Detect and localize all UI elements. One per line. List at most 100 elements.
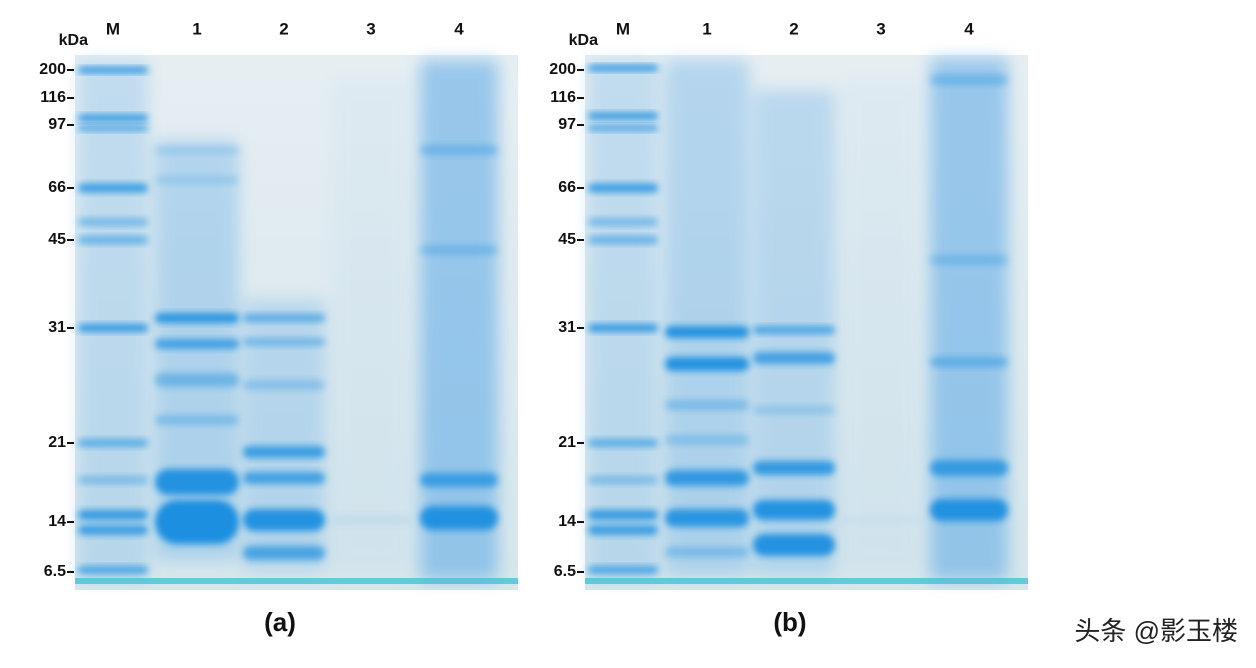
lane-smear — [665, 60, 749, 575]
band — [78, 439, 148, 447]
marker-label: 116 — [40, 89, 66, 106]
lane-label: 1 — [192, 19, 201, 38]
marker-label: 14 — [48, 513, 66, 530]
marker-label: 6.5 — [554, 563, 576, 580]
band — [930, 255, 1008, 265]
marker-label: 116 — [550, 89, 576, 106]
band — [243, 338, 325, 346]
band — [665, 326, 749, 338]
lane-smear — [243, 300, 325, 570]
band — [155, 415, 239, 425]
band — [243, 546, 325, 560]
band — [78, 476, 148, 484]
marker-label: 31 — [558, 319, 576, 336]
marker-label: 45 — [48, 231, 66, 248]
lane-smear — [155, 140, 239, 560]
band — [753, 352, 835, 364]
band — [588, 218, 658, 226]
band — [331, 515, 411, 525]
band — [155, 176, 239, 184]
panel-caption: (a) — [264, 607, 296, 637]
lane-label: 1 — [702, 19, 711, 38]
lane-smear — [930, 58, 1008, 580]
lane-label: M — [616, 19, 630, 38]
band — [78, 510, 148, 520]
band — [665, 435, 749, 445]
band — [243, 509, 325, 531]
band — [665, 509, 749, 527]
band — [420, 473, 498, 487]
band — [155, 339, 239, 349]
band — [155, 146, 239, 154]
lane-label: 4 — [454, 19, 464, 38]
watermark: 头条 @影玉楼 — [1074, 616, 1238, 646]
band — [588, 566, 658, 574]
gel-front — [585, 578, 1028, 584]
band — [930, 75, 1008, 85]
band — [243, 380, 325, 390]
band — [753, 406, 835, 414]
band — [78, 67, 148, 73]
lane-label: 3 — [876, 19, 885, 38]
band — [930, 460, 1008, 476]
band — [155, 469, 239, 495]
band — [588, 65, 658, 71]
band — [155, 373, 239, 387]
band — [588, 439, 658, 447]
lane-label: 4 — [964, 19, 974, 38]
unit-label: kDa — [569, 32, 598, 49]
marker-label: 21 — [558, 434, 576, 451]
band — [78, 236, 148, 244]
marker-label: 31 — [48, 319, 66, 336]
band — [78, 218, 148, 226]
band — [588, 324, 658, 332]
band — [665, 470, 749, 486]
band — [78, 114, 148, 122]
band — [753, 461, 835, 475]
marker-label: 21 — [48, 434, 66, 451]
lane-label: 3 — [366, 19, 375, 38]
band — [78, 125, 148, 131]
marker-label: 200 — [549, 61, 576, 78]
band — [588, 112, 658, 120]
band — [155, 500, 239, 544]
band — [588, 476, 658, 484]
band — [155, 313, 239, 323]
band — [243, 446, 325, 458]
gel-front — [75, 578, 518, 584]
band — [588, 525, 658, 535]
band — [420, 506, 498, 530]
band — [841, 516, 921, 524]
lane-smear — [420, 60, 498, 580]
unit-label: kDa — [59, 32, 88, 49]
gel-panel: kDa M 1 2 3 4 200 116 97 66 45 31 21 14 6.5 (b) — [549, 19, 1028, 637]
marker-label: 66 — [48, 179, 66, 196]
band — [753, 534, 835, 556]
marker-label: 6.5 — [44, 563, 66, 580]
lane-label: 2 — [789, 19, 798, 38]
band — [588, 183, 658, 193]
lane-smear — [78, 60, 148, 580]
band — [420, 145, 498, 155]
marker-label: 66 — [558, 179, 576, 196]
band — [753, 326, 835, 334]
marker-label: 200 — [39, 61, 66, 78]
band — [588, 510, 658, 520]
band — [930, 499, 1008, 521]
band — [78, 566, 148, 574]
marker-label: 97 — [48, 116, 66, 133]
band — [78, 324, 148, 332]
band — [753, 500, 835, 520]
band — [243, 472, 325, 484]
lane-smear — [841, 80, 921, 570]
band — [243, 314, 325, 322]
band — [930, 357, 1008, 367]
band — [665, 400, 749, 410]
band — [78, 525, 148, 535]
band — [78, 183, 148, 193]
band — [588, 236, 658, 244]
marker-label: 97 — [558, 116, 576, 133]
lane-smear — [588, 60, 658, 580]
band — [588, 125, 658, 131]
